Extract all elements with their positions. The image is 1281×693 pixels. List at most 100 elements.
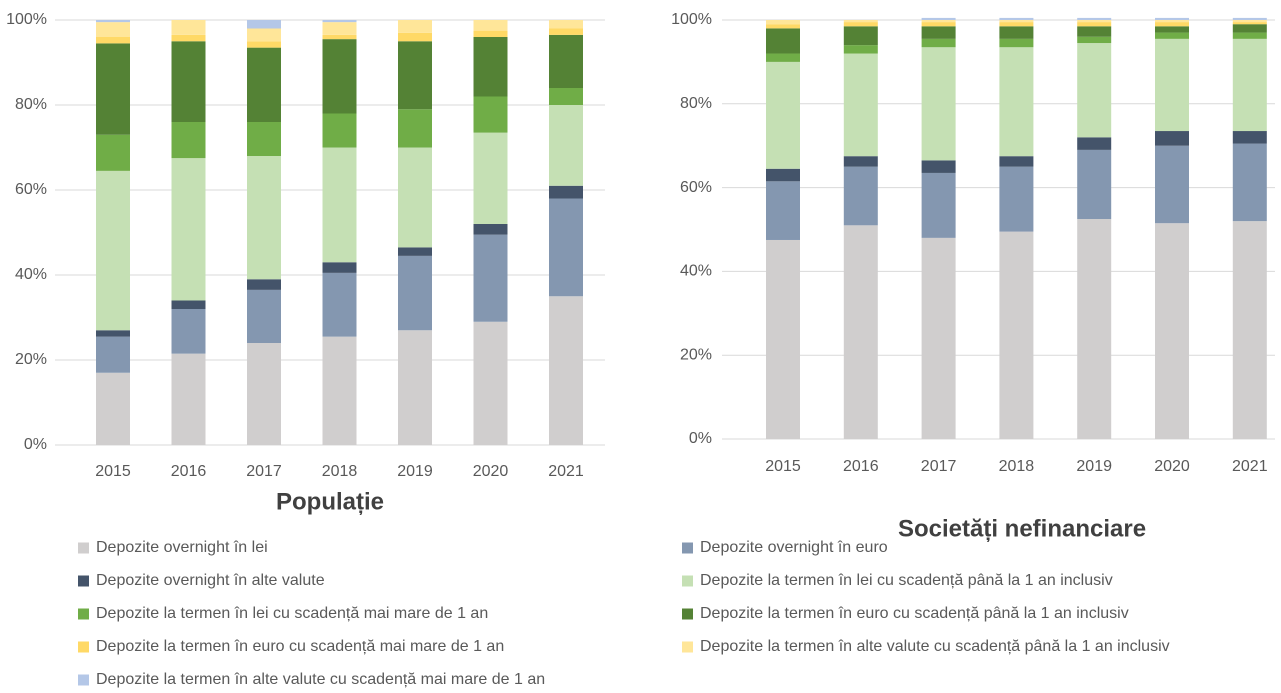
bar-segment	[921, 26, 956, 39]
bar-segment	[473, 234, 508, 322]
legend-label: Depozite la termen în lei cu scadență ma…	[96, 605, 488, 622]
legend-label: Depozite la termen în alte valute cu sca…	[700, 638, 1170, 655]
bar-segment	[549, 88, 583, 105]
legend-swatch	[78, 575, 89, 587]
bar-segment	[171, 34, 206, 42]
legend-swatch	[682, 608, 693, 620]
x-tick-label: 2018	[322, 463, 358, 480]
legend-label: Depozite overnight în alte valute	[96, 572, 325, 589]
y-tick-label: 60%	[15, 181, 47, 198]
x-tick-label: 2016	[171, 463, 207, 480]
bar-segment	[247, 41, 281, 48]
bar-segment	[171, 353, 206, 445]
bar-segment	[1077, 219, 1112, 439]
bar-segment	[999, 22, 1034, 27]
bar-segment	[549, 198, 583, 297]
bar-segment	[322, 22, 357, 35]
bar-segment	[322, 336, 357, 445]
legend-swatch	[682, 542, 693, 554]
legend-swatch	[78, 608, 89, 620]
bar-segment	[398, 247, 432, 256]
bar-segment	[398, 41, 432, 110]
bar-segment	[1077, 22, 1112, 27]
bar-segment	[1232, 22, 1267, 25]
y-tick-label: 80%	[15, 96, 47, 113]
bar-segment	[96, 20, 130, 23]
bar-segment	[322, 272, 357, 337]
x-tick-label: 2020	[473, 463, 509, 480]
x-tick-label: 2015	[765, 458, 801, 475]
legend-swatch	[78, 641, 89, 653]
x-tick-label: 2016	[843, 458, 879, 475]
legend-swatch	[78, 674, 89, 686]
bar-segment	[171, 300, 206, 309]
x-tick-label: 2019	[397, 463, 433, 480]
bar-segment	[96, 43, 130, 135]
bar-segment	[1232, 131, 1267, 144]
bar-segment	[999, 17, 1034, 20]
bar-segment	[999, 156, 1034, 167]
y-tick-label: 20%	[680, 346, 712, 363]
bar-segment	[1077, 26, 1112, 37]
x-tick-label: 2019	[1076, 458, 1112, 475]
bar-segment	[921, 38, 956, 48]
bar-segment	[1077, 149, 1112, 220]
bar-segment	[1155, 223, 1189, 439]
bar-segment	[843, 20, 878, 23]
bar-segment	[96, 372, 130, 445]
bar-segment	[999, 20, 1034, 23]
chart-title: Societăți nefinanciare	[898, 515, 1146, 542]
bar-segment	[1155, 26, 1189, 33]
y-tick-label: 0%	[24, 436, 47, 453]
legend-swatch	[682, 575, 693, 587]
bar-segment	[247, 156, 281, 280]
y-tick-label: 20%	[15, 351, 47, 368]
bar-segment	[843, 225, 878, 439]
bar-segment	[1155, 38, 1189, 132]
x-tick-label: 2020	[1154, 458, 1190, 475]
bar-segment	[1232, 143, 1267, 222]
bar-segment	[473, 37, 508, 97]
bar-segment	[1155, 20, 1189, 23]
legend-swatch	[682, 641, 693, 653]
bar-segment	[843, 166, 878, 226]
y-tick-label: 40%	[680, 263, 712, 280]
bar-segment	[96, 330, 130, 337]
bar-segment	[473, 132, 508, 224]
bar-segment	[921, 160, 956, 173]
bar-segment	[921, 17, 956, 20]
bar-segment	[1077, 43, 1112, 138]
bar-segment	[1077, 36, 1112, 44]
legend-label: Depozite overnight în euro	[700, 539, 888, 556]
bar-segment	[322, 262, 357, 273]
bar-segment	[999, 231, 1034, 439]
bar-segment	[247, 20, 281, 29]
bar-segment	[247, 289, 281, 343]
bar-segment	[473, 321, 508, 445]
bar-segment	[549, 185, 583, 199]
bar-segment	[843, 22, 878, 27]
legend-label: Depozite la termen în lei cu scadență pâ…	[700, 572, 1113, 589]
x-tick-label: 2015	[95, 463, 131, 480]
bar-segment	[247, 279, 281, 290]
bar-segment	[1232, 32, 1267, 39]
bar-segment	[96, 336, 130, 373]
bar-segment	[921, 237, 956, 439]
bar-segment	[322, 34, 357, 40]
bar-segment	[1232, 20, 1267, 23]
bar-segment	[1077, 20, 1112, 23]
bar-segment	[766, 53, 800, 62]
bar-segment	[921, 20, 956, 23]
bar-segment	[171, 41, 206, 122]
bar-segment	[171, 158, 206, 301]
bar-segment	[549, 296, 583, 445]
y-tick-label: 60%	[680, 179, 712, 196]
x-tick-label: 2018	[999, 458, 1035, 475]
bar-segment	[843, 53, 878, 157]
bar-segment	[1155, 145, 1189, 224]
bar-segment	[1077, 17, 1112, 20]
bar-segment	[398, 330, 432, 445]
bar-segment	[843, 26, 878, 46]
bar-segment	[398, 109, 432, 148]
